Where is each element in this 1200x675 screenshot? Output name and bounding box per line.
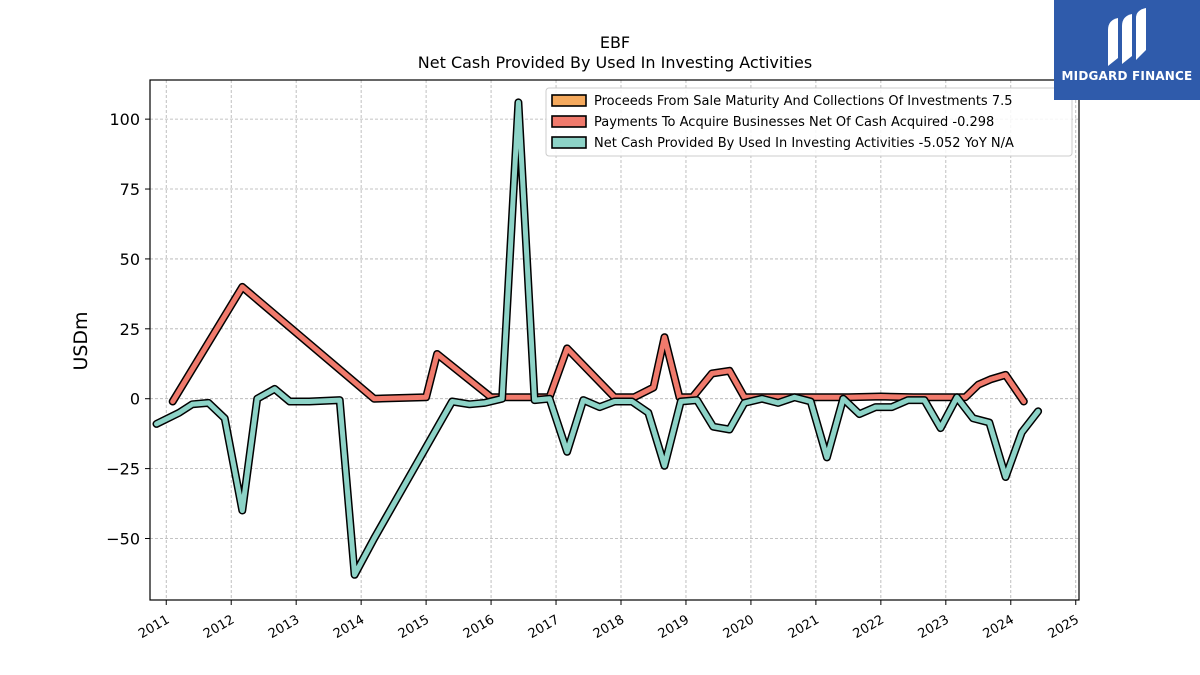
y-tick-label: −50	[106, 529, 140, 548]
x-tick-label: 2015	[396, 612, 432, 642]
x-tick-label: 2019	[656, 612, 692, 642]
x-tick-label: 2014	[331, 612, 367, 642]
grid	[150, 80, 1079, 600]
x-tick-label: 2020	[721, 612, 757, 642]
x-axis-ticks: 2011 2012 2013 2014 2015 2016 2017 2018 2019 2020…	[136, 600, 1082, 642]
y-tick-label: 100	[109, 110, 140, 129]
x-tick-label: 2016	[461, 612, 497, 642]
plot-frame	[149, 79, 1080, 601]
midgard-logo-icon	[1108, 8, 1146, 66]
x-tick-label: 2013	[266, 612, 302, 642]
y-tick-label: 75	[120, 180, 140, 199]
x-tick-label: 2025	[1046, 612, 1082, 642]
x-tick-label: 2022	[851, 612, 887, 642]
y-axis-label: USDm	[70, 311, 92, 370]
legend-label-0: Proceeds From Sale Maturity And Collecti…	[594, 94, 1013, 109]
x-tick-label: 2018	[591, 612, 627, 642]
chart-title: EBF	[600, 33, 630, 52]
x-tick-label: 2012	[201, 612, 237, 642]
legend-swatch-1	[551, 115, 587, 128]
legend: Proceeds From Sale Maturity And Collecti…	[545, 87, 1073, 157]
legend-box	[545, 87, 1073, 157]
series-line-2	[154, 99, 1041, 578]
logo-text: MIDGARD FINANCE	[1061, 69, 1193, 83]
series-lines	[152, 98, 1043, 579]
x-tick-label: 2021	[786, 612, 822, 642]
x-tick-label: 2023	[916, 612, 952, 642]
series-outline-1	[168, 282, 1028, 406]
legend-label-1: Payments To Acquire Businesses Net Of Ca…	[594, 115, 994, 130]
legend-swatch-2	[551, 136, 587, 149]
y-tick-label: 25	[120, 320, 140, 339]
series-outline-2	[152, 98, 1043, 579]
y-tick-label: −25	[106, 460, 140, 479]
chart-subtitle: Net Cash Provided By Used In Investing A…	[418, 53, 812, 72]
x-tick-label: 2024	[981, 612, 1017, 642]
legend-swatch-0	[551, 94, 587, 107]
y-tick-label: 0	[130, 390, 140, 409]
brand-logo: MIDGARD FINANCE	[1054, 0, 1200, 100]
x-tick-label: 2017	[526, 612, 562, 642]
legend-label-2: Net Cash Provided By Used In Investing A…	[594, 136, 1014, 151]
y-axis-ticks: −50 −25 0 25 50 75 100	[106, 110, 150, 548]
x-tick-label: 2011	[136, 612, 172, 642]
y-tick-label: 50	[120, 250, 140, 269]
